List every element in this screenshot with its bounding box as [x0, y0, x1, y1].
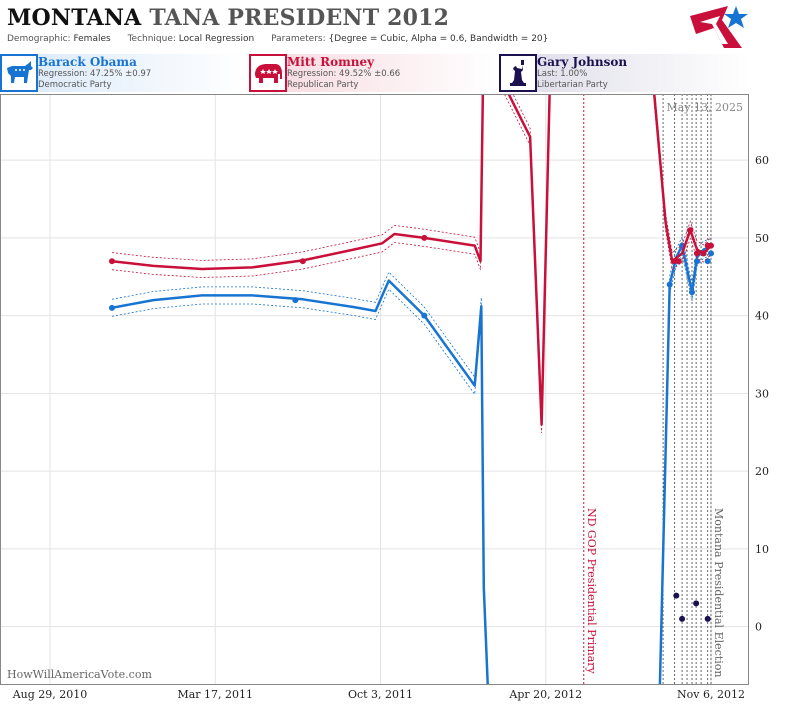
- y-tick-label: 50: [755, 232, 769, 245]
- legend-obama-name: Barack Obama: [38, 55, 137, 69]
- barack-obama-poll-point: [688, 289, 695, 296]
- barack-obama-band-upper: [659, 235, 712, 681]
- x-tick-label: Mar 17, 2011: [177, 688, 253, 701]
- barack-obama-poll-point: [693, 258, 700, 265]
- demographic-label: Demographic:: [7, 34, 71, 44]
- barack-obama-band-lower: [111, 288, 488, 685]
- plot-frame: [0, 94, 749, 685]
- demographic-value: Females: [73, 34, 111, 44]
- title-state: MONTANA: [7, 5, 142, 31]
- gary-johnson-poll-point: [673, 592, 680, 599]
- gary-johnson-poll-point: [704, 615, 711, 622]
- y-tick-label: 40: [755, 310, 769, 323]
- parameters-label: Parameters:: [271, 34, 326, 44]
- mitt-romney-band-lower: [653, 94, 712, 271]
- barack-obama-poll-point: [666, 281, 673, 288]
- mitt-romney-poll-point: [421, 234, 428, 241]
- mitt-romney-poll-point: [299, 258, 306, 265]
- legend-romney-stat: Regression: 49.52% ±0.66: [287, 69, 401, 79]
- barack-obama-trend-line: [111, 279, 489, 685]
- mitt-romney-trend-line: [507, 94, 551, 426]
- barack-obama-poll-point: [708, 250, 714, 257]
- y-tick-label: 10: [755, 543, 769, 556]
- legend-johnson-stat: Last: 1.00%: [537, 69, 588, 79]
- grid: [0, 94, 749, 685]
- mitt-romney-poll-point: [700, 250, 707, 257]
- gary-johnson-poll-point: [693, 600, 700, 607]
- series-clip-group: [108, 94, 714, 685]
- mitt-romney-band-upper: [111, 94, 484, 261]
- mitt-romney-poll-point: [670, 258, 677, 265]
- x-tick-label: Nov 6, 2012: [677, 688, 745, 701]
- legend-romney-party: Republican Party: [287, 80, 359, 90]
- y-tick-label: 0: [755, 621, 762, 634]
- mitt-romney-poll-point: [687, 227, 694, 234]
- y-tick-label: 20: [755, 465, 769, 478]
- legend-johnson-party: Libertarian Party: [537, 80, 608, 90]
- annotations: ND GOP Presidential Primary Montana Presi…: [583, 94, 725, 685]
- mitt-romney-band-upper: [654, 94, 712, 254]
- event-label: ND GOP Presidential Primary: [585, 508, 598, 675]
- elephant-icon: [249, 54, 287, 92]
- barack-obama-poll-point: [292, 297, 299, 304]
- legend-obama-stat: Regression: 47.25% ±0.97: [38, 69, 152, 79]
- barack-obama-trend-line: [658, 244, 712, 685]
- legend-romney[interactable]: Mitt Romney Regression: 49.52% ±0.66 Rep…: [249, 54, 497, 92]
- axes: 0 10 20 30 40 50 60 Aug 29, 2010 Mar 17, 2011 Oct…: [0, 94, 769, 701]
- watermark: HowWillAmericaVote.com: [7, 668, 152, 681]
- title-rest: TANA PRESIDENT 2012: [149, 5, 450, 31]
- liberty-icon: [499, 54, 537, 92]
- gary-johnson-poll-point: [679, 615, 686, 622]
- legend-romney-name: Mitt Romney: [287, 55, 375, 69]
- mitt-romney-poll-point: [675, 258, 682, 265]
- barack-obama-poll-point: [421, 312, 428, 319]
- legend-johnson[interactable]: Gary Johnson Last: 1.00% Libertarian Par…: [499, 54, 749, 92]
- chart-title: MONTANA TANA PRESIDENT 2012: [7, 5, 449, 31]
- barack-obama-band-lower: [659, 252, 712, 685]
- date-stamp: May 13, 2025: [666, 101, 743, 114]
- y-tick-label: 60: [755, 154, 769, 167]
- barack-obama-poll-point: [108, 304, 115, 311]
- legend-obama-party: Democratic Party: [38, 80, 112, 90]
- mitt-romney-poll-point: [693, 250, 700, 257]
- site-logo: [690, 6, 748, 48]
- barack-obama-poll-point: [704, 258, 711, 265]
- barack-obama-band-upper: [111, 271, 489, 681]
- legend-johnson-name: Gary Johnson: [537, 55, 628, 69]
- parameters-line: Demographic: Females Technique: Local Re…: [7, 34, 548, 44]
- legend-obama[interactable]: Barack Obama Regression: 47.25% ±0.97 De…: [0, 54, 245, 92]
- x-tick-label: Aug 29, 2010: [12, 688, 88, 701]
- y-tick-label: 30: [755, 387, 769, 400]
- mitt-romney-band-lower: [111, 94, 484, 278]
- x-tick-label: Oct 3, 2011: [348, 688, 413, 701]
- technique-value: Local Regression: [178, 34, 255, 44]
- series-layer: [108, 94, 714, 685]
- technique-label: Technique:: [127, 34, 176, 44]
- mitt-romney-trend-line: [111, 94, 485, 271]
- mitt-romney-poll-point: [708, 242, 714, 249]
- event-label: Montana Presidential Election: [712, 508, 725, 677]
- donkey-icon: [0, 54, 38, 92]
- mitt-romney-poll-point: [108, 258, 115, 265]
- x-tick-label: Apr 20, 2012: [508, 688, 582, 701]
- parameters-value: {Degree = Cubic, Alpha = 0.6, Bandwidth …: [328, 34, 549, 44]
